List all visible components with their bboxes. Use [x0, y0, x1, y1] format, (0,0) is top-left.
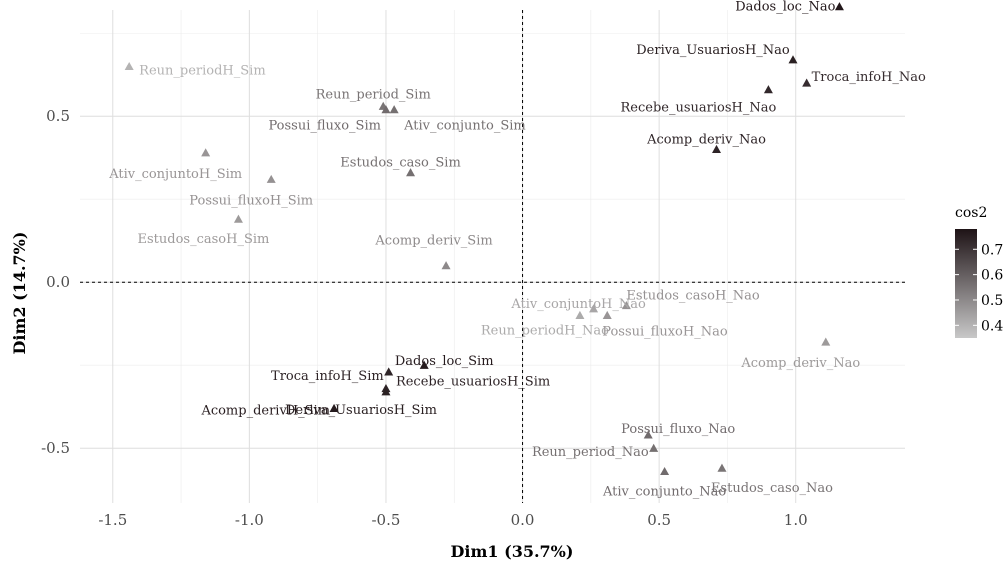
legend-colorbar — [955, 229, 977, 338]
point-marker — [589, 304, 599, 313]
point-label: Troca_infoH_Nao — [812, 70, 926, 85]
data-points — [124, 2, 844, 476]
point-marker — [602, 310, 612, 320]
point-label: Possui_fluxoH_Sim — [189, 193, 313, 208]
point-marker — [124, 61, 134, 71]
point-marker — [381, 105, 391, 114]
legend-tick-label: 0.7 — [981, 242, 1003, 258]
x-tick-label: 0.5 — [647, 511, 671, 529]
x-tick-label: 0.0 — [511, 511, 535, 529]
reference-lines — [80, 10, 905, 503]
point-label: Estudos_casoH_Sim — [138, 232, 270, 247]
point-marker — [712, 144, 722, 154]
point-label: Possui_fluxo_Nao — [621, 422, 735, 437]
point-marker — [660, 466, 670, 476]
point-label: Dados_loc_Sim — [395, 354, 494, 369]
point-label: Possui_fluxo_Sim — [268, 119, 381, 134]
y-tick-label: 0.5 — [46, 107, 70, 125]
point-marker — [384, 367, 394, 376]
point-marker — [802, 78, 812, 87]
point-label: Deriva_UsuariosH_Sim — [285, 403, 437, 418]
legend-tick-label: 0.4 — [981, 318, 1003, 334]
point-label: Recebe_usuariosH_Sim — [396, 374, 550, 389]
point-marker — [389, 105, 399, 114]
point-marker — [441, 261, 451, 270]
point-marker — [763, 85, 773, 94]
point-marker — [649, 443, 659, 452]
point-label: Recebe_usuariosH_Nao — [621, 101, 777, 116]
point-label: Ativ_conjunto_Nao — [602, 484, 726, 499]
y-axis-ticks: -0.5 0.0 0.5 — [41, 107, 70, 457]
point-label: Acomp_deriv_Nao — [740, 356, 860, 371]
point-label: Troca_infoH_Sim — [271, 369, 384, 384]
point-label: Reun_period_Sim — [316, 87, 431, 102]
point-label: Estudos_casoH_Nao — [626, 288, 760, 303]
point-marker — [381, 387, 391, 396]
point-marker — [406, 168, 416, 177]
x-tick-label: -0.5 — [371, 511, 400, 529]
point-marker — [821, 337, 831, 346]
point-label: Acomp_derivH_Sim — [200, 403, 330, 418]
point-label: Ativ_conjunto_Sim — [403, 119, 526, 134]
x-tick-label: -1.5 — [98, 511, 127, 529]
x-tick-label: -1.0 — [235, 511, 264, 529]
y-tick-label: 0.0 — [46, 273, 70, 291]
point-marker — [788, 55, 798, 64]
point-labels: Dados_loc_Nao Deriva_UsuariosH_Nao Troca_i… — [108, 0, 926, 499]
point-label: Estudos_caso_Nao — [711, 481, 833, 496]
point-label: Possui_fluxoH_Nao — [602, 324, 728, 339]
minor-gridlines — [80, 10, 905, 503]
y-tick-label: -0.5 — [41, 439, 70, 457]
legend-ticks: 0.7 0.6 0.5 0.4 — [955, 242, 1003, 334]
major-gridlines — [80, 10, 905, 503]
legend-title: cos2 — [955, 205, 987, 221]
point-label: Reun_period_Nao — [532, 445, 649, 460]
point-label: Dados_loc_Nao — [735, 0, 835, 15]
point-label: Ativ_conjuntoH_Nao — [510, 297, 646, 312]
point-label: Acomp_deriv_Nao — [646, 132, 766, 147]
point-marker — [329, 403, 339, 412]
x-axis-title: Dim1 (35.7%) — [451, 542, 574, 561]
point-marker — [643, 430, 653, 439]
point-label: Acomp_deriv_Sim — [374, 234, 492, 249]
point-marker — [575, 310, 585, 320]
point-label: Estudos_caso_Sim — [340, 156, 461, 171]
point-marker — [834, 2, 844, 11]
point-marker — [266, 174, 276, 183]
legend-tick-label: 0.5 — [981, 293, 1003, 309]
point-marker — [621, 300, 631, 310]
point-label: Deriva_UsuariosH_Nao — [636, 43, 790, 58]
legend: cos2 0.7 0.6 0.5 0.4 — [955, 205, 1003, 338]
point-marker — [201, 148, 211, 157]
x-tick-label: 1.0 — [784, 511, 808, 529]
point-label: Ativ_conjuntoH_Sim — [108, 167, 242, 182]
y-axis-title: Dim2 (14.7%) — [10, 232, 29, 355]
legend-tick-label: 0.6 — [981, 268, 1003, 284]
x-axis-ticks: -1.5 -1.0 -0.5 0.0 0.5 1.0 — [98, 511, 807, 529]
point-label: Reun_periodH_Sim — [139, 63, 266, 78]
point-marker — [717, 463, 727, 472]
point-marker — [233, 214, 243, 223]
point-marker — [419, 360, 429, 369]
point-label: Reun_periodH_Nao — [481, 323, 609, 338]
